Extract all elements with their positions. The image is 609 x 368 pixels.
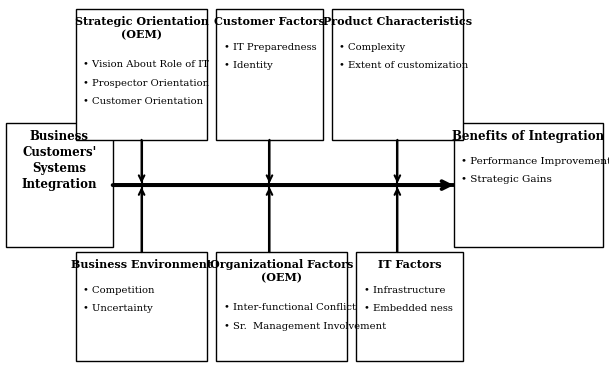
Bar: [332, 9, 463, 140]
Text: • Embedded ness: • Embedded ness: [364, 304, 452, 313]
Bar: [76, 9, 207, 140]
Text: • Prospector Orientation: • Prospector Orientation: [83, 79, 209, 88]
Text: • Complexity: • Complexity: [339, 43, 406, 52]
Text: • Customer Orientation: • Customer Orientation: [83, 98, 203, 106]
Bar: [6, 123, 113, 247]
Text: • Competition: • Competition: [83, 286, 155, 294]
Text: • Extent of customization: • Extent of customization: [339, 61, 468, 70]
Text: IT Factors: IT Factors: [378, 259, 442, 270]
Bar: [216, 9, 323, 140]
Text: Product Characteristics: Product Characteristics: [323, 16, 472, 27]
Text: Business Environment: Business Environment: [71, 259, 212, 270]
Text: • Infrastructure: • Infrastructure: [364, 286, 445, 294]
Text: Customer Factors: Customer Factors: [214, 16, 325, 27]
Bar: [454, 123, 603, 247]
Text: • Strategic Gains: • Strategic Gains: [461, 175, 552, 184]
Text: • Performance Improvement: • Performance Improvement: [461, 157, 609, 166]
Text: • IT Preparedness: • IT Preparedness: [224, 43, 316, 52]
Bar: [76, 252, 207, 361]
Text: • Inter-functional Conflict: • Inter-functional Conflict: [224, 303, 356, 312]
Text: • Vision About Role of IT: • Vision About Role of IT: [83, 60, 209, 69]
Text: Strategic Orientation
(OEM): Strategic Orientation (OEM): [75, 16, 208, 40]
Text: Business
Customers'
Systems
Integration: Business Customers' Systems Integration: [22, 130, 97, 191]
Bar: [356, 252, 463, 361]
Text: • Identity: • Identity: [224, 61, 272, 70]
Text: Benefits of Integration: Benefits of Integration: [452, 130, 604, 143]
Text: • Uncertainty: • Uncertainty: [83, 304, 153, 313]
Text: • Sr.  Management Involvement: • Sr. Management Involvement: [224, 322, 385, 331]
Bar: [216, 252, 347, 361]
Text: Organizational Factors
(OEM): Organizational Factors (OEM): [210, 259, 353, 283]
